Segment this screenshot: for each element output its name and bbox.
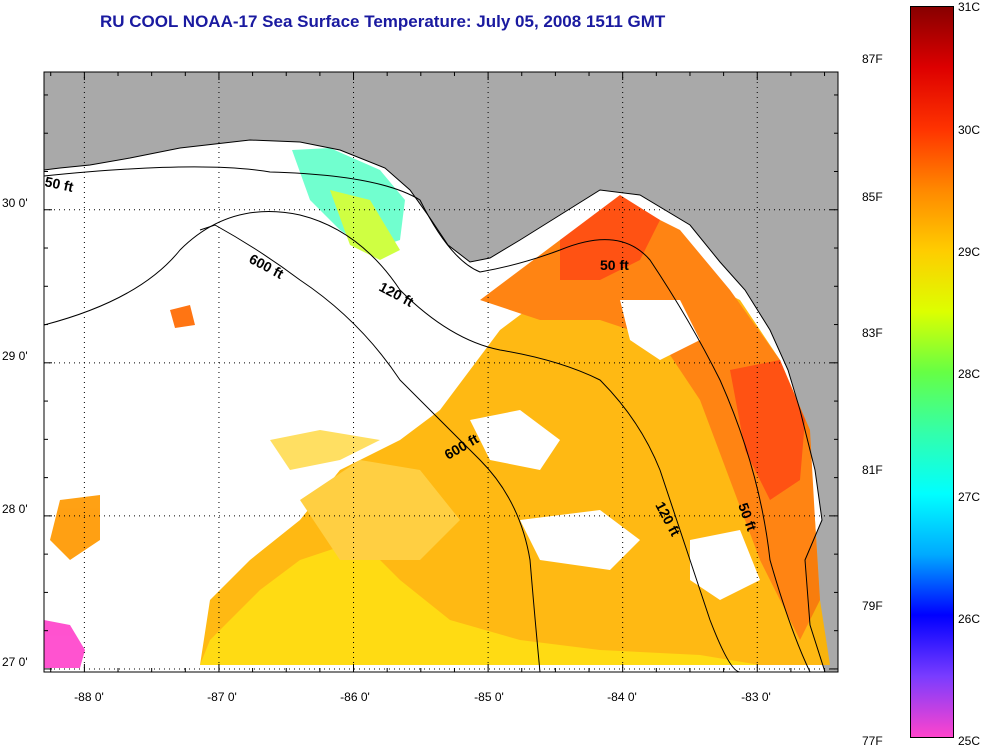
grid [44, 72, 838, 672]
colorbar-c-label: 25C [958, 734, 981, 748]
colorbar-c-label: 31C [958, 0, 981, 14]
lat-label: 30 0' [2, 196, 28, 210]
colorbar-f-label: 77F [862, 734, 883, 748]
lat-label: 27 0' [2, 655, 28, 669]
tick-marks [44, 72, 838, 672]
coastline [44, 139, 826, 672]
colorbar-f-label: 79F [862, 599, 883, 613]
contour-line-120ft [44, 211, 741, 672]
contour-line-600ft [199, 224, 541, 672]
lon-label: -88 0' [74, 690, 104, 704]
page-title: RU COOL NOAA-17 Sea Surface Temperature:… [100, 12, 666, 31]
contour-label: 50 ft [600, 257, 629, 273]
lat-label: 28 0' [2, 502, 28, 516]
lat-label: 29 0' [2, 349, 28, 363]
sst-field [44, 148, 830, 668]
colorbar-f-label: 85F [862, 190, 883, 204]
colorbar-c-label: 26C [958, 612, 981, 626]
colorbar-f-label: 81F [862, 463, 883, 477]
lon-label: -85 0' [474, 690, 504, 704]
contour-label: 50 ft [43, 173, 75, 195]
color-scale-bar [910, 6, 954, 738]
colorbar-c-label: 27C [958, 490, 981, 504]
colorbar-f-label: 83F [862, 326, 883, 340]
colorbar-c-label: 28C [958, 367, 981, 381]
lon-label: -87 0' [207, 690, 237, 704]
lon-label: -83 0' [741, 690, 771, 704]
lon-label: -84 0' [607, 690, 637, 704]
colorbar-c-label: 30C [958, 123, 981, 137]
map-frame [43, 71, 839, 673]
colorbar-c-label: 29C [958, 245, 981, 259]
colorbar-f-label: 87F [862, 52, 883, 66]
lon-label: -86 0' [340, 690, 370, 704]
land-mass [44, 72, 838, 672]
contour-line-50ft-north [44, 166, 811, 672]
